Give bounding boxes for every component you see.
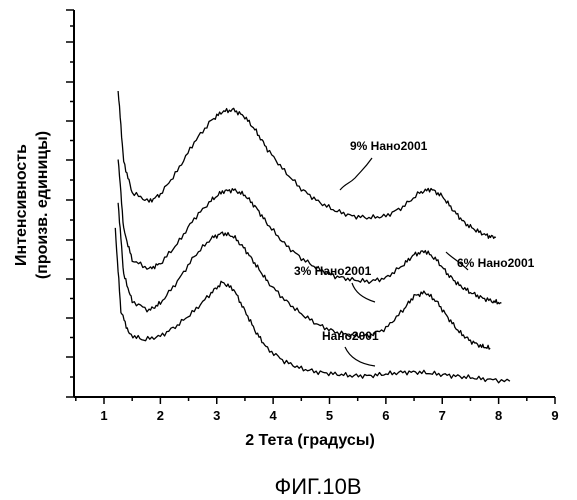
- series-curve: [118, 160, 501, 304]
- curves: [115, 91, 510, 383]
- series-label: Нано2001: [322, 329, 379, 343]
- x-tick-labels: 1 2 3 4 5 6 7 8 9: [100, 408, 558, 423]
- axis-ticks: [66, 10, 555, 404]
- x-axis-label: 2 Тета (градусы): [245, 432, 375, 449]
- series-leader-line: [352, 283, 375, 302]
- x-tick-label: 8: [495, 408, 502, 423]
- x-tick-label: 9: [551, 408, 558, 423]
- series-leader-line: [345, 347, 375, 366]
- x-tick-label: 2: [157, 408, 164, 423]
- x-tick-label: 4: [270, 408, 278, 423]
- series-curve: [115, 228, 510, 383]
- series-label: 9% Нано2001: [350, 139, 428, 153]
- x-tick-label: 1: [100, 408, 107, 423]
- x-tick-label: 5: [326, 408, 333, 423]
- figure-caption: ФИГ.10В: [274, 474, 361, 499]
- x-tick-label: 7: [439, 408, 446, 423]
- series-label: 6% Нано2001: [457, 256, 535, 270]
- series-curve: [118, 91, 496, 238]
- series-leader-line: [340, 158, 372, 190]
- series-label: 3% Нано2001: [294, 264, 372, 278]
- x-tick-label: 6: [382, 408, 389, 423]
- y-axis-label-line-2: (произв. единицы): [34, 131, 51, 279]
- y-axis-label-line-1: Интенсивность: [13, 144, 30, 266]
- series-labels: 9% Нано2001 6% Нано2001 3% Нано2001 Нано200…: [294, 139, 535, 343]
- x-tick-label: 3: [213, 408, 220, 423]
